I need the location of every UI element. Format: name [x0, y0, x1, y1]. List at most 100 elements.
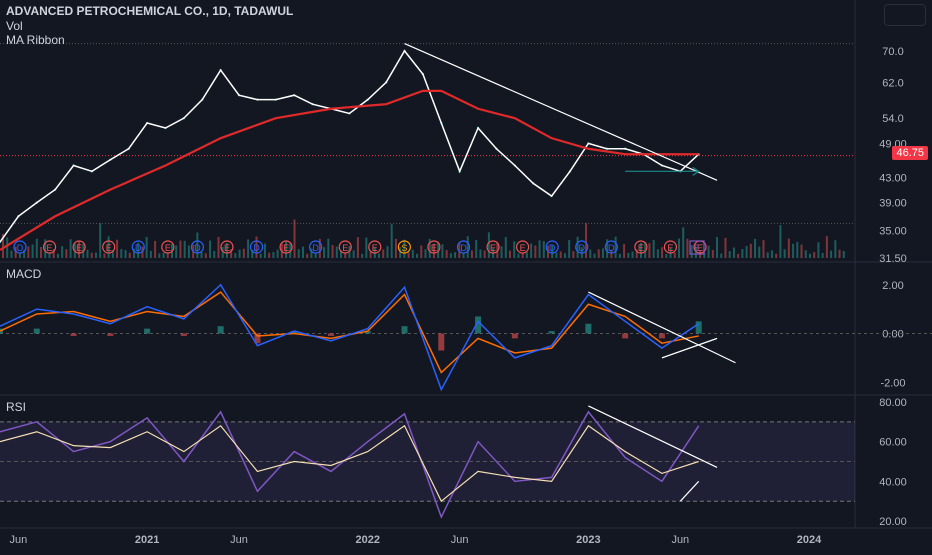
volume-bar	[61, 246, 64, 258]
volume-bar	[221, 246, 224, 258]
volume-bar	[99, 223, 102, 258]
price-axis-tick: 43.00	[879, 172, 907, 184]
macd-axis-tick: 2.00	[882, 280, 903, 292]
event-marker-label: E	[47, 243, 53, 253]
macd-line	[0, 283, 700, 392]
volume-bar	[331, 244, 334, 258]
volume-bar	[597, 249, 600, 258]
event-marker	[545, 240, 559, 254]
volume-bar	[559, 251, 562, 258]
rsi-axis-tick: 40.00	[879, 476, 907, 488]
time-axis-tick: Jun	[671, 534, 689, 546]
volume-bar	[711, 250, 714, 258]
volume-bar	[420, 245, 423, 258]
symbol-title: ADVANCED PETROCHEMICAL CO., 1D, TADAWUL	[6, 4, 294, 18]
volume-bar	[614, 236, 617, 258]
volume-bar	[154, 240, 157, 258]
macd-histogram-bar	[217, 326, 224, 334]
volume-bar	[690, 245, 693, 258]
volume-bar	[268, 252, 271, 258]
volume-bar	[627, 252, 630, 258]
volume-bar	[365, 237, 368, 258]
volume-bar	[821, 252, 824, 258]
volume-bar	[335, 246, 338, 258]
macd-histogram-bar	[254, 333, 261, 344]
volume-bar	[521, 253, 524, 258]
event-marker-label: D	[460, 243, 467, 253]
volume-bar	[124, 250, 127, 258]
volume-bar	[35, 238, 38, 258]
event-marker-label: E	[490, 243, 496, 253]
macd-histogram-bar	[401, 326, 408, 334]
price-trendline	[404, 43, 718, 181]
volume-bar	[306, 253, 309, 258]
event-marker	[575, 240, 589, 254]
volume-bar	[428, 238, 431, 258]
volume-bar	[285, 241, 288, 258]
volume-bar	[52, 249, 55, 258]
volume-bar	[825, 236, 828, 258]
volume-bar	[538, 240, 541, 258]
volume-bar	[40, 246, 43, 258]
volume-bar	[648, 243, 651, 258]
volume-bar	[179, 240, 182, 258]
volume-bar	[470, 250, 473, 258]
macd-histogram-bar	[327, 333, 334, 336]
macd-histogram-bar	[144, 328, 151, 334]
volume-bar	[196, 232, 199, 258]
volume-bar	[175, 245, 178, 258]
volume-bar	[318, 238, 321, 258]
volume-bar	[513, 241, 516, 258]
volume-bar	[775, 253, 778, 258]
volume-bar	[276, 249, 279, 258]
teal-arrow-head	[692, 166, 700, 176]
time-axis-tick: Jun	[10, 534, 28, 546]
volume-bar	[694, 246, 697, 258]
volume-bar	[10, 250, 13, 258]
price-axis-tick: 35.00	[879, 226, 907, 238]
volume-bar	[340, 250, 342, 258]
macd-histogram-bar	[585, 323, 592, 334]
event-marker	[220, 240, 234, 254]
settings-button[interactable]	[884, 4, 926, 26]
macd-histogram-bar	[475, 316, 482, 334]
volume-bar	[661, 247, 664, 258]
volume-bar	[707, 245, 710, 258]
time-axis-tick: 2022	[355, 534, 379, 546]
volume-bar	[149, 250, 152, 258]
volume-bar	[618, 253, 621, 258]
event-marker-label: D	[608, 243, 615, 253]
volume-bar	[390, 224, 393, 258]
volume-bar	[458, 242, 461, 258]
volume-bar	[483, 250, 486, 258]
event-marker	[456, 240, 471, 254]
volume-bar	[242, 248, 245, 258]
volume-bar	[792, 243, 795, 258]
volume-bar	[576, 236, 579, 258]
volume-bar	[770, 250, 773, 258]
volume-bar	[631, 251, 634, 258]
volume-bar	[187, 245, 190, 258]
volume-bar	[378, 253, 381, 258]
volume-bar	[487, 232, 490, 258]
rsi-axis-tick: 20.00	[879, 516, 907, 528]
volume-bar	[424, 249, 427, 258]
event-marker	[338, 240, 352, 254]
volume-bar	[94, 252, 97, 258]
event-marker	[397, 240, 411, 254]
rsi-axis-tick: 60.00	[879, 437, 907, 449]
event-marker-label: E	[106, 243, 112, 253]
volume-bar	[56, 253, 59, 258]
volume-bar	[27, 246, 30, 258]
volume-bar	[386, 246, 389, 258]
volume-bar	[441, 244, 444, 258]
volume-bar	[530, 243, 533, 258]
event-marker-label: D	[578, 243, 585, 253]
event-marker-label: E	[638, 243, 644, 253]
volume-bar	[225, 242, 228, 258]
volume-bar	[23, 250, 26, 258]
volume-bar	[496, 242, 499, 258]
macd-signal-line	[0, 291, 699, 374]
